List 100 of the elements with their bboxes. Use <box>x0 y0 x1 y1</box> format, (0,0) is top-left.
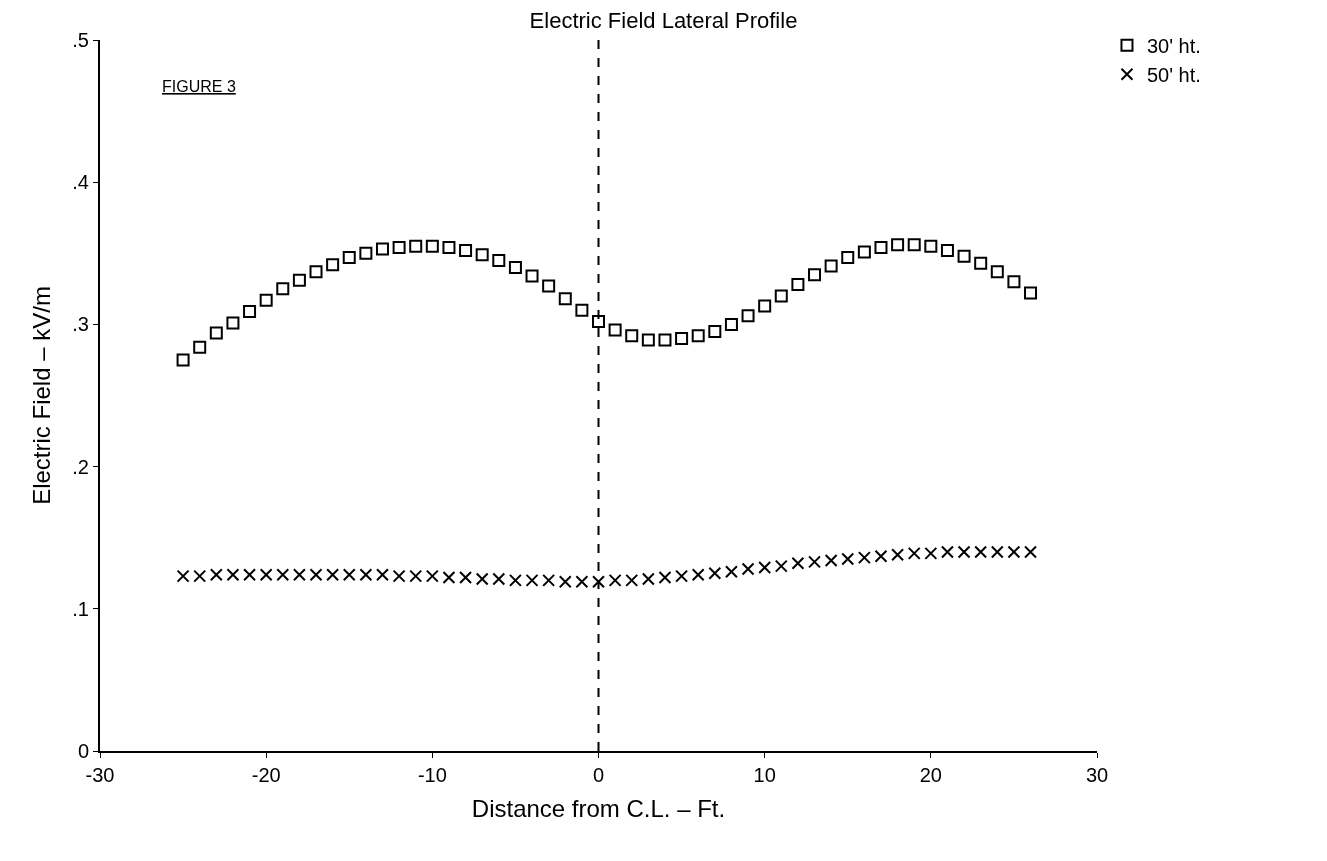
point <box>675 569 689 583</box>
x-tick-label: -30 <box>85 764 115 786</box>
point <box>592 315 605 329</box>
point <box>741 562 755 576</box>
legend-label: 30' ht. <box>1146 35 1201 58</box>
point <box>575 575 589 589</box>
point <box>525 573 539 587</box>
point <box>924 239 938 253</box>
point <box>641 333 655 347</box>
point <box>492 253 506 267</box>
point <box>625 573 639 587</box>
point <box>808 555 822 569</box>
point <box>691 329 705 343</box>
point <box>375 568 389 582</box>
point <box>276 282 290 296</box>
x-tick-label: 20 <box>919 764 942 786</box>
point <box>226 568 240 582</box>
point <box>326 258 340 272</box>
point <box>425 239 439 253</box>
point <box>1007 545 1021 559</box>
point <box>841 552 855 566</box>
y-tick-label: .2 <box>72 455 89 478</box>
point <box>774 289 788 303</box>
chart-title: Electric Field Lateral Profile <box>529 8 798 34</box>
point <box>1007 275 1021 289</box>
point <box>525 269 539 283</box>
point <box>359 568 373 582</box>
point <box>608 573 622 587</box>
point <box>508 573 522 587</box>
point <box>1024 286 1038 300</box>
point <box>359 246 373 260</box>
point <box>891 548 905 562</box>
point <box>641 572 655 586</box>
point <box>924 546 938 560</box>
point <box>857 551 871 565</box>
point <box>857 245 871 259</box>
point <box>209 326 223 340</box>
point <box>392 241 406 255</box>
x-axis-title: Distance from C.L. – Ft. <box>471 794 726 822</box>
annotation: FIGURE 3 <box>162 78 236 95</box>
x-tick-label: 30 <box>1085 764 1109 786</box>
point <box>824 259 838 273</box>
point <box>459 571 473 585</box>
x-tick-label: -10 <box>417 764 447 786</box>
point <box>891 238 905 252</box>
point <box>193 340 207 354</box>
point <box>392 569 406 583</box>
point <box>724 565 738 579</box>
point <box>974 545 988 559</box>
point <box>292 273 306 287</box>
x-tick-label: -20 <box>251 764 281 786</box>
point <box>658 333 672 347</box>
point <box>774 559 788 573</box>
point <box>940 243 954 257</box>
point <box>1024 545 1038 559</box>
point <box>625 329 639 343</box>
point <box>957 545 971 559</box>
point <box>791 278 805 292</box>
point <box>375 242 389 256</box>
point <box>608 323 622 337</box>
point <box>907 546 921 560</box>
point <box>658 571 672 585</box>
point <box>758 299 772 313</box>
point <box>542 573 556 587</box>
point <box>309 568 323 582</box>
point <box>309 265 323 279</box>
point <box>276 568 290 582</box>
point <box>259 293 273 307</box>
point <box>791 556 805 570</box>
x-tick-label: 10 <box>753 764 776 786</box>
point <box>442 241 456 255</box>
legend-label: 50' ht. <box>1146 64 1201 87</box>
point <box>475 572 489 586</box>
point <box>475 248 489 262</box>
y-axis-title: Electric Field – kV/m <box>27 286 55 505</box>
point <box>442 571 456 585</box>
point <box>741 309 755 323</box>
y-tick-label: 0 <box>77 740 89 762</box>
point <box>957 249 971 263</box>
point <box>176 569 190 583</box>
point <box>342 251 356 265</box>
point <box>226 316 240 330</box>
y-tick-label: .1 <box>72 597 89 620</box>
point <box>409 239 423 253</box>
point <box>808 268 822 282</box>
point <box>342 568 356 582</box>
point <box>990 545 1004 559</box>
point <box>459 243 473 257</box>
point <box>209 568 223 582</box>
point <box>675 332 689 346</box>
point <box>558 575 572 589</box>
point <box>708 325 722 339</box>
point <box>940 545 954 559</box>
point <box>508 261 522 275</box>
point <box>575 303 589 317</box>
y-tick-label: .4 <box>72 171 89 194</box>
y-tick-label: .3 <box>72 313 89 336</box>
point <box>193 569 207 583</box>
point <box>259 568 273 582</box>
point <box>409 569 423 583</box>
